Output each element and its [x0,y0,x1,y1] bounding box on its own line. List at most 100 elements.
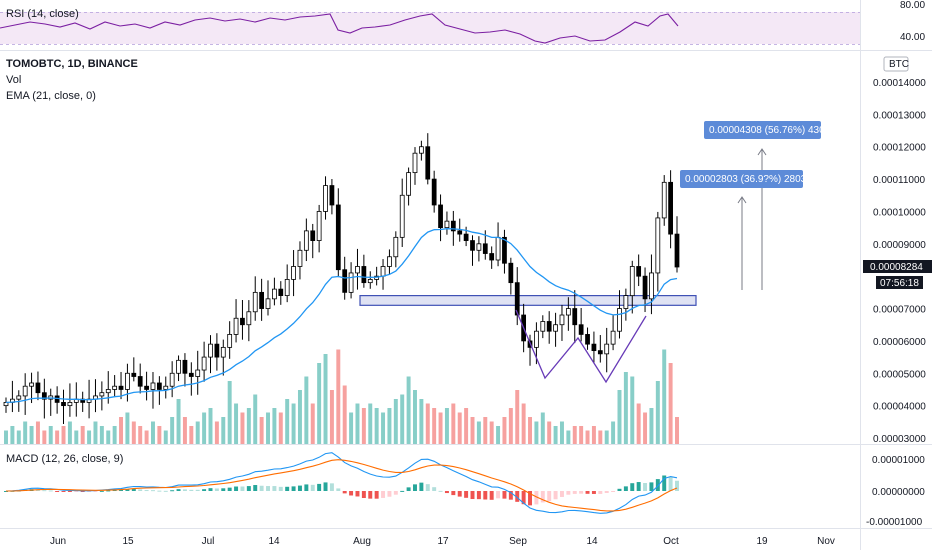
macd-histogram-bar [591,491,596,494]
volume-bar [457,412,462,444]
volume-bar [221,417,226,444]
macd-histogram-bar [457,491,462,497]
candle-up [297,249,303,267]
macd-histogram-bar [419,482,424,491]
macd-histogram-bar [253,485,258,491]
macd-histogram-bar [329,483,334,491]
candle-up [393,236,399,258]
macd-histogram-bar [662,475,667,491]
volume-bar [131,421,136,444]
candle-up [150,382,156,390]
price-tick-label: 0.00010000 [873,207,926,218]
volume-bar [470,417,475,444]
volume-bar [579,426,584,444]
candle-up [246,311,252,326]
w-pattern [515,309,647,384]
volume-bar [99,426,104,444]
candle-up [29,382,34,387]
candle-up [252,291,258,313]
volume-bar [74,430,79,444]
price-tick-label: 0.00013000 [873,110,926,121]
macd-histogram-bar [496,491,501,499]
candle-up [553,324,558,332]
volume-bar [272,408,277,444]
callout-target-2-text: 0.00004308 (56.76%) 4308 [709,125,831,136]
candle-down [463,233,469,241]
macd-histogram-bar [643,483,648,491]
macd-histogram-bar [559,491,564,497]
candle-down [240,317,245,326]
volume-bar [419,399,424,444]
volume-bar [342,385,347,444]
candle-down [35,382,41,394]
candle-down [61,401,66,407]
candle-up [649,272,654,300]
volume-bar [157,426,162,444]
candle-up [534,330,539,348]
callout-target-1: 0.00002803 (36.9?%) 2803 [680,170,807,188]
candle-down [342,269,348,293]
volume-bar [323,354,328,444]
volume-bar [310,403,315,444]
macd-histogram-bar [317,483,322,491]
ema-line [5,228,678,404]
candle-up [387,256,392,267]
time-tick-label: Jul [202,536,215,547]
volume-bar [566,430,571,444]
macd-histogram-bar [483,491,488,500]
time-tick-label: Sep [509,536,527,547]
macd-histogram-bar [163,490,168,492]
candle-up [559,314,565,326]
candle-up [208,343,213,358]
candle-up [316,211,322,241]
volume-bar [67,421,72,444]
volume-bar [476,421,481,444]
volume-bar [406,376,411,444]
volume-bar [23,421,28,444]
macd-histogram-bar [259,485,264,491]
time-tick-label: Nov [817,536,835,547]
volume-bar [553,426,558,444]
macd-histogram-bar [240,486,245,491]
macd-histogram-bar [387,491,392,497]
macd-histogram-bar [566,491,571,495]
candle-up [540,321,546,332]
volume-bar [598,430,603,444]
macd-histogram-bar [438,490,443,492]
volume-bar [259,417,264,444]
candle-down [482,243,488,254]
candle-down [502,236,507,264]
macd-histogram-bar [144,490,149,492]
candle-up [655,217,661,274]
volume-bar [80,426,85,444]
time-tick-label: 14 [586,536,598,547]
volume-bar [623,372,628,444]
volume-bar [413,390,417,444]
volume-bar [572,426,577,444]
price-tick-label: 0.00014000 [873,78,926,89]
macd-histogram-bar [87,491,92,492]
volume-bar [361,408,366,444]
volume-bar [297,390,302,444]
currency-badge-text: BTC [889,59,909,70]
volume-bar [35,421,40,444]
volume-bar [425,403,430,444]
rsi-tick-40: 40.00 [900,32,925,43]
candle-up [399,194,405,238]
volume-bar [214,421,219,444]
volume-bar [208,408,213,444]
macd-histogram-bar [649,482,654,491]
candle-up [323,185,328,212]
volume-bar [48,426,53,444]
macd-histogram-bar [106,490,111,492]
macd-histogram-bar [611,491,616,492]
macd-histogram-bar [572,491,577,494]
time-axis: Jun 15 Jul 14 Aug 17 Sep 14 Oct 19 Nov [50,536,835,547]
volume-bar [317,363,322,444]
volume-bar [266,412,270,444]
macd-histogram-bar [272,486,277,491]
candle-up [367,279,373,284]
price-axis: 0.00014000 0.00013000 0.00012000 0.00011000… [873,78,926,445]
price-tick-label: 0.00007000 [873,305,926,316]
countdown-text: 07:56:18 [880,278,919,289]
